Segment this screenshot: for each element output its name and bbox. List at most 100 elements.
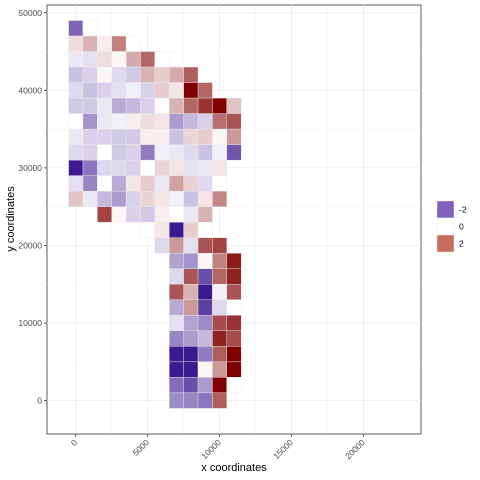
heatmap-cell <box>212 377 228 394</box>
heatmap-cell <box>140 159 156 176</box>
heatmap-cell <box>140 66 156 83</box>
legend-label: -2 <box>459 205 467 215</box>
heatmap-cell <box>111 35 127 52</box>
heatmap-cell <box>197 315 213 332</box>
heatmap-cell <box>68 82 84 99</box>
heatmap-cell <box>125 159 141 176</box>
heatmap-cell <box>183 144 199 161</box>
heatmap-cell <box>111 206 127 223</box>
heatmap-cell <box>197 159 213 176</box>
heatmap-cell <box>169 299 184 316</box>
heatmap-cell <box>82 159 98 176</box>
heatmap-cell <box>97 144 112 161</box>
heatmap-cell <box>212 190 228 207</box>
heatmap-cell <box>212 97 228 114</box>
heatmap-cell <box>212 346 228 363</box>
heatmap-cell <box>154 66 170 83</box>
heatmap-cell <box>82 35 98 52</box>
heatmap-cell <box>197 190 213 207</box>
heatmap-cell <box>111 159 127 176</box>
heatmap-cell <box>68 175 84 192</box>
heatmap-cell <box>183 82 199 99</box>
heatmap-cell <box>183 392 199 409</box>
heatmap-cell <box>226 268 242 285</box>
heatmap-cell <box>169 113 184 130</box>
heatmap-cell <box>82 51 98 68</box>
heatmap-cell <box>125 51 141 68</box>
heatmap-cell <box>111 51 127 68</box>
heatmap-cell <box>226 299 242 316</box>
heatmap-cell <box>154 82 170 99</box>
heatmap-cell <box>183 268 199 285</box>
heatmap-cell <box>169 315 184 332</box>
heatmap-cell <box>169 159 184 176</box>
grid-lines <box>47 5 421 434</box>
heatmap-cell <box>226 97 242 114</box>
heatmap-cell <box>68 144 84 161</box>
heatmap-cell <box>197 268 213 285</box>
heatmap-cell <box>154 190 170 207</box>
heatmap-cell <box>226 284 242 300</box>
heatmap-cell <box>183 113 199 130</box>
heatmap-cell <box>111 128 127 145</box>
heatmap-cell <box>140 190 156 207</box>
heatmap-cell <box>125 97 141 114</box>
heatmap-cell <box>169 237 184 254</box>
heatmap-cell <box>212 315 228 332</box>
heatmap-cell <box>154 222 170 238</box>
heatmap-cell <box>197 361 213 378</box>
heatmap-cell <box>68 128 84 145</box>
heatmap-cell <box>169 206 184 223</box>
heatmap-cell <box>169 128 184 145</box>
heatmap-cell <box>97 51 112 68</box>
x-tick-label: 0 <box>69 437 80 448</box>
heatmap-cell <box>183 346 199 363</box>
heatmap-cell <box>68 159 84 176</box>
heatmap-cell <box>212 299 228 316</box>
legend-label: 0 <box>459 222 464 232</box>
heatmap-cell <box>183 299 199 316</box>
heatmap-cell <box>183 206 199 223</box>
heatmap-cell <box>154 237 170 254</box>
heatmap-cell <box>197 144 213 161</box>
heatmap-cell <box>212 159 228 176</box>
heatmap-cell <box>197 206 213 223</box>
heatmap-cell <box>140 128 156 145</box>
heatmap-cell <box>154 97 170 114</box>
heatmap-cell <box>125 190 141 207</box>
y-tick-label: 20000 <box>18 240 42 250</box>
heatmap-cell <box>154 144 170 161</box>
heatmap-cell <box>197 175 213 192</box>
y-tick-label: 0 <box>37 396 42 406</box>
heatmap-cell <box>169 253 184 269</box>
heatmap-cell <box>140 82 156 99</box>
heatmap-cell <box>125 144 141 161</box>
heatmap-cell <box>197 392 213 409</box>
x-tick-label: 10000 <box>199 437 223 461</box>
heatmap-cell <box>169 97 184 114</box>
heatmap-cell <box>226 377 242 394</box>
x-tick-label: 20000 <box>343 437 367 461</box>
heatmap-cell <box>226 330 242 347</box>
heatmap-cell <box>82 175 98 192</box>
heatmap-cell <box>82 113 98 130</box>
heatmap-cell <box>68 97 84 114</box>
heatmap-cell <box>68 20 84 37</box>
heatmap-cell <box>111 82 127 99</box>
heatmap-cell <box>169 66 184 83</box>
x-axis-title: x coordinates <box>201 462 267 474</box>
heatmap-cell <box>197 237 213 254</box>
heatmap-cell <box>183 284 199 300</box>
heatmap-cell <box>169 346 184 363</box>
legend-label: 2 <box>459 239 464 249</box>
heatmap-cell <box>212 144 228 161</box>
heatmap-cell <box>97 113 112 130</box>
heatmap-cell <box>169 190 184 207</box>
heatmap-cell <box>154 51 170 68</box>
heatmap-cell <box>125 206 141 223</box>
heatmap-cell <box>183 361 199 378</box>
heatmap-cell <box>183 128 199 145</box>
heatmap-cell <box>212 128 228 145</box>
heatmap-cell <box>82 190 98 207</box>
